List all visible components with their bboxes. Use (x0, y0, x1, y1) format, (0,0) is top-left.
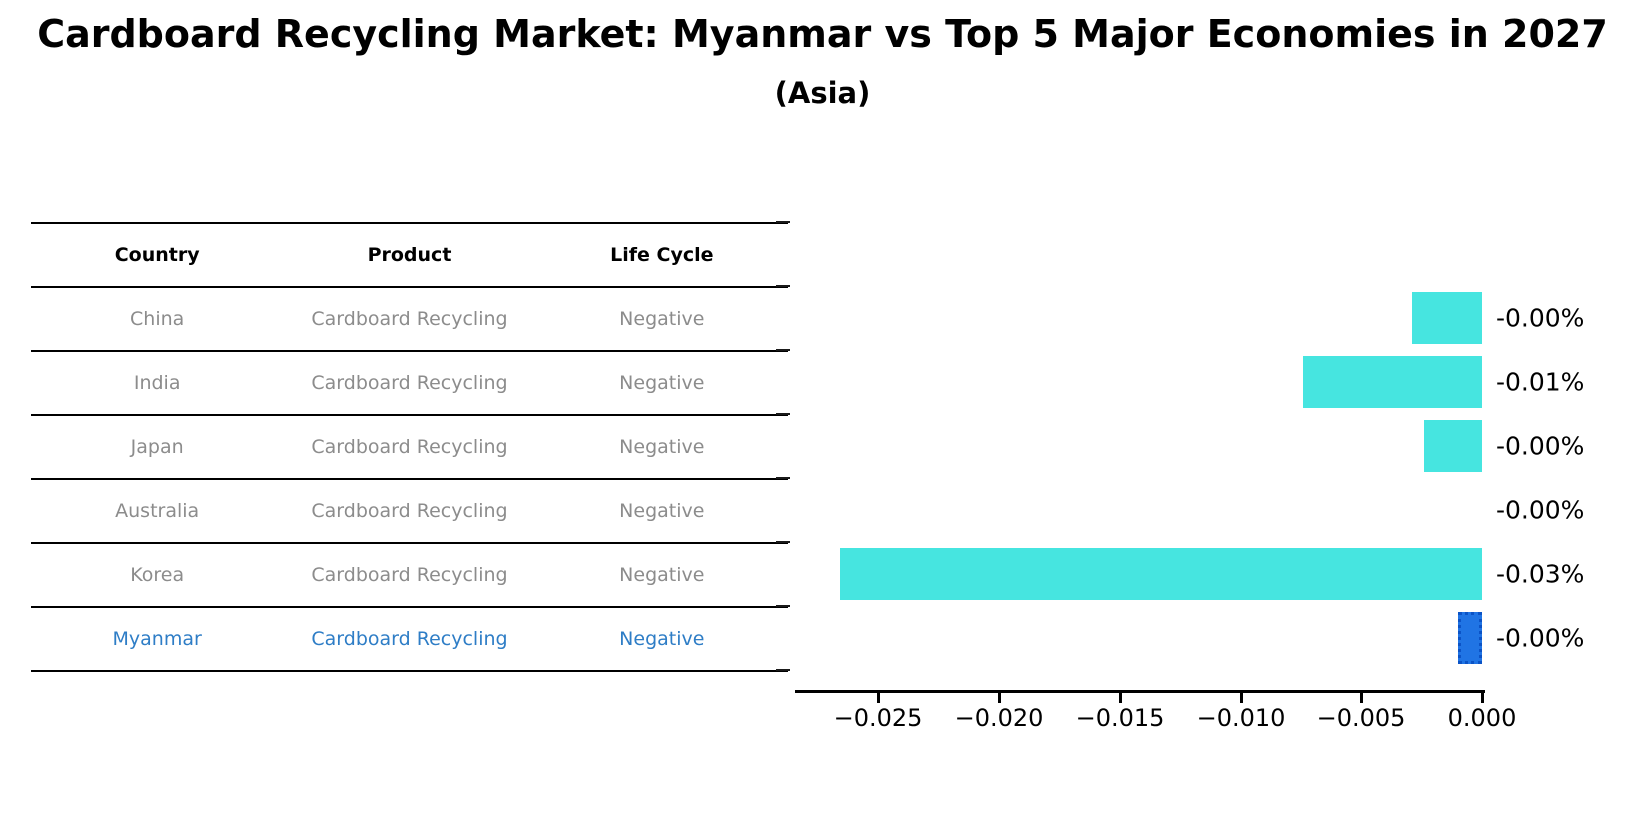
chart-subtitle: (Asia) (774, 76, 871, 110)
cell-life-cycle: Negative (619, 372, 705, 394)
y-tick (776, 541, 790, 543)
bar-myanmar (1458, 612, 1482, 664)
cell-life-cycle: Negative (619, 308, 705, 330)
cell-country: Australia (115, 500, 200, 522)
x-tick-label: 0.000 (1447, 704, 1517, 732)
x-tick-label: −0.010 (1196, 704, 1286, 732)
cell-country: China (130, 308, 185, 330)
table-row: China Cardboard Recycling Negative (31, 288, 788, 352)
x-tick (1119, 693, 1122, 703)
value-label-myanmar: -0.00% (1496, 623, 1585, 653)
chart-title: Cardboard Recycling Market: Myanmar vs T… (37, 12, 1608, 56)
table-row: India Cardboard Recycling Negative (31, 352, 788, 416)
value-label-china: -0.00% (1496, 303, 1585, 333)
y-tick (776, 413, 790, 415)
x-tick (1360, 693, 1363, 703)
y-tick (776, 285, 790, 287)
y-tick (776, 669, 790, 671)
cell-product: Cardboard Recycling (311, 372, 508, 394)
column-header-product: Product (367, 244, 452, 266)
x-tick (998, 693, 1001, 703)
bar-china (1412, 292, 1482, 344)
cell-product: Cardboard Recycling (311, 436, 508, 458)
table-row: Australia Cardboard Recycling Negative (31, 480, 788, 544)
table-header-row: Country Product Life Cycle (31, 224, 788, 288)
value-label-korea: -0.03% (1496, 559, 1585, 589)
x-tick-label: −0.005 (1316, 704, 1406, 732)
y-tick (776, 221, 790, 223)
cell-product: Cardboard Recycling (311, 628, 508, 650)
cell-life-cycle: Negative (619, 564, 705, 586)
table-row: Korea Cardboard Recycling Negative (31, 544, 788, 608)
x-tick-label: −0.020 (954, 704, 1044, 732)
value-label-japan: -0.00% (1496, 431, 1585, 461)
column-header-life-cycle: Life Cycle (610, 244, 714, 266)
bar-korea (840, 548, 1482, 600)
x-tick-label: −0.015 (1075, 704, 1165, 732)
y-tick (776, 477, 790, 479)
bar-india (1303, 356, 1482, 408)
cell-country: India (133, 372, 181, 394)
bar-japan (1424, 420, 1482, 472)
country-table: Country Product Life Cycle China Cardboa… (31, 222, 788, 672)
y-tick (776, 349, 790, 351)
cell-life-cycle: Negative (619, 628, 705, 650)
value-label-india: -0.01% (1496, 367, 1585, 397)
x-axis-line (795, 690, 1485, 693)
cell-country: Japan (130, 436, 184, 458)
cell-product: Cardboard Recycling (311, 308, 508, 330)
cell-product: Cardboard Recycling (311, 500, 508, 522)
x-tick (877, 693, 880, 703)
y-tick (776, 605, 790, 607)
x-tick-label: −0.025 (833, 704, 923, 732)
table-row: Japan Cardboard Recycling Negative (31, 416, 788, 480)
cell-life-cycle: Negative (619, 500, 705, 522)
x-tick (1240, 693, 1243, 703)
cell-country: Korea (130, 564, 185, 586)
table-row: Myanmar Cardboard Recycling Negative (31, 608, 788, 672)
x-tick (1481, 693, 1484, 703)
cell-country: Myanmar (112, 628, 202, 650)
cell-life-cycle: Negative (619, 436, 705, 458)
value-label-australia: -0.00% (1496, 495, 1585, 525)
cell-product: Cardboard Recycling (311, 564, 508, 586)
column-header-country: Country (114, 244, 200, 266)
